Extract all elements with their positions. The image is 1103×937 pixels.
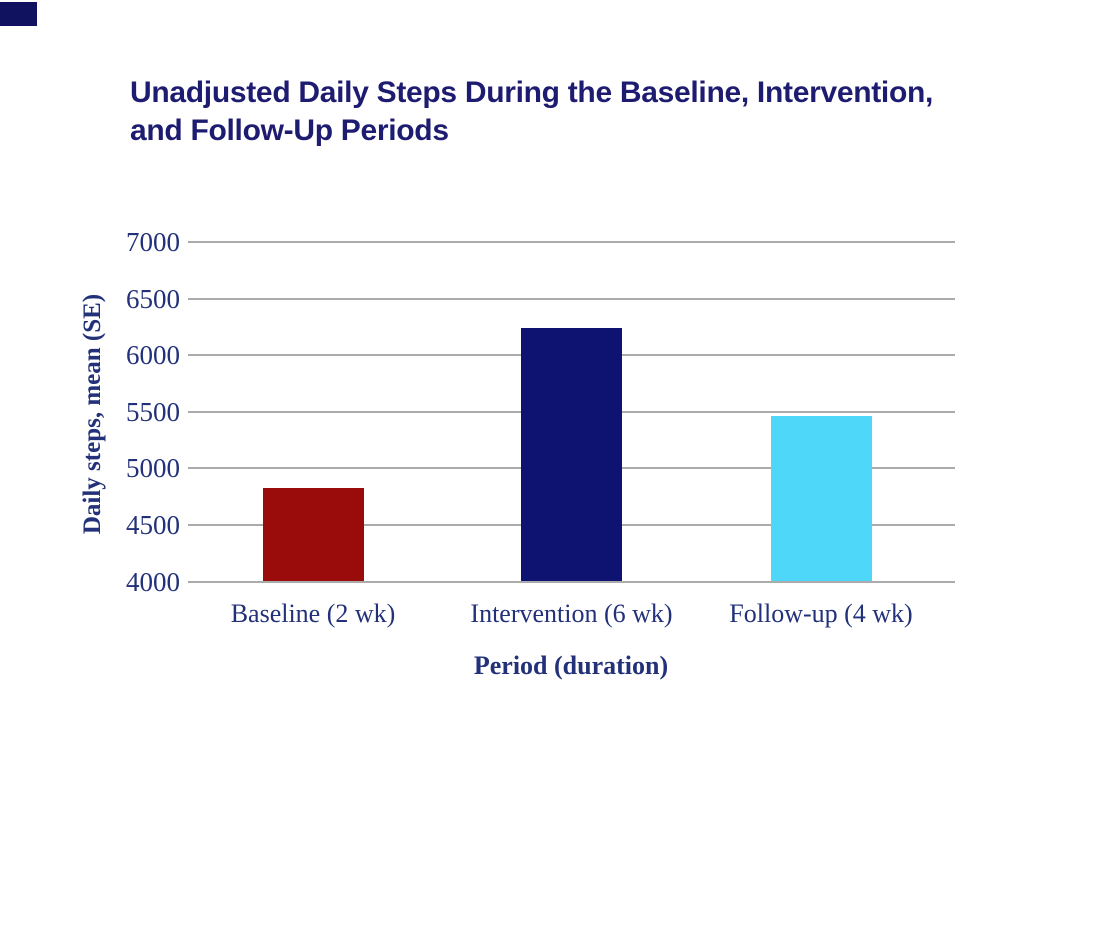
y-tick-label-6000: 6000	[126, 340, 180, 371]
gridline-4000	[188, 580, 955, 583]
x-category-label-3: Follow-up (4 wk)	[729, 599, 913, 628]
corner-mark	[0, 2, 37, 26]
gridline-6500	[188, 297, 955, 300]
y-tick-label-4000: 4000	[126, 566, 180, 597]
x-category-label-2: Intervention (6 wk)	[470, 599, 673, 628]
chart-title-line1: Unadjusted Daily Steps During the Baseli…	[130, 76, 934, 109]
y-tick-label-5000: 5000	[126, 453, 180, 484]
y-tick-label-5500: 5500	[126, 396, 180, 427]
chart-title-line2: and Follow-Up Periods	[130, 114, 449, 147]
x-category-label-1: Baseline (2 wk)	[230, 599, 396, 628]
chart-title: Unadjusted Daily Steps During the Baseli…	[130, 74, 933, 150]
bar-follow-up-wk	[770, 416, 872, 582]
bar-intervention-wk	[521, 328, 622, 582]
y-tick-label-7000: 7000	[126, 227, 180, 257]
bar-baseline-wk	[262, 487, 364, 582]
y-tick-label-6500: 6500	[126, 283, 180, 314]
gridline-7000	[188, 241, 955, 243]
y-tick-label-4500: 4500	[126, 509, 180, 540]
x-axis-title: Period (duration)	[473, 651, 669, 680]
